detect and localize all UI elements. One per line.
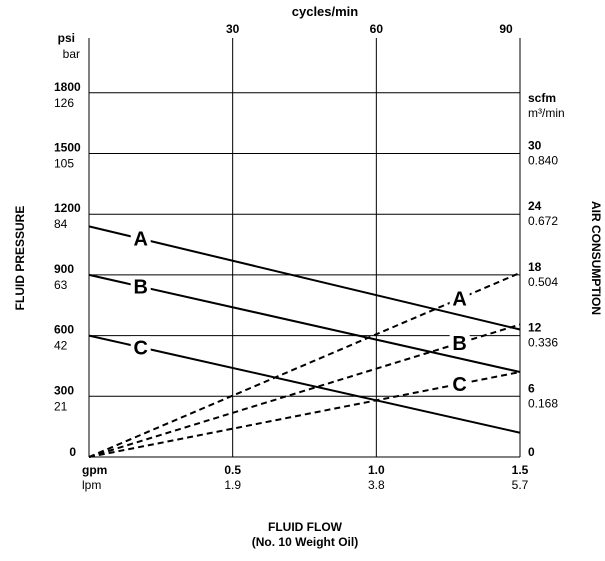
pressure-line-b [88,273,521,373]
left-tick-label: 1500 [54,141,81,155]
left-tick-sublabel: 84 [54,217,68,231]
bottom-tick-sublabel: 5.7 [512,478,529,492]
right-tick-sublabel: 0.504 [528,275,558,289]
bottom-tick-label: 1.0 [368,463,385,477]
pressure-line-a [88,225,521,331]
pressure-line-label-c: C [133,337,147,359]
right-tick-label: 30 [528,139,542,153]
top-tick-label: 90 [499,22,513,36]
pressure-line-label-b: B [133,277,147,299]
label-bg [130,227,151,250]
plot-grid [88,38,521,458]
label-bg [449,287,470,310]
left-axis-title: FLUID PRESSURE [13,206,27,311]
right-unit-primary: scfm [528,91,556,105]
air-line-c [88,371,521,458]
label-bg [130,275,151,298]
label-bg [449,372,470,395]
air-line-label-b: B [452,333,466,355]
air-line-b [88,323,521,458]
top-tick-label: 60 [370,22,384,36]
left-tick-sublabel: 63 [54,278,68,292]
left-tick-label: 600 [54,323,74,337]
right-tick-label: 0 [528,445,535,459]
left-tick-label: 900 [54,262,74,276]
right-tick-label: 24 [528,199,542,213]
pressure-line-c [88,334,521,434]
top-tick-label: 30 [226,22,240,36]
right-tick-sublabel: 0.168 [528,396,558,410]
left-tick-label: 1200 [54,201,81,215]
label-bg [130,336,151,359]
left-tick-sublabel: 21 [54,399,68,413]
air-line-a [88,271,521,458]
bottom-unit-secondary: lpm [82,478,101,492]
right-axis-title: AIR CONSUMPTION [589,201,603,315]
bottom-tick-label: 0.5 [224,463,241,477]
x-axis-subtitle: (No. 10 Weight Oil) [252,535,358,549]
left-tick-label: 0 [69,445,76,459]
axis-labels: 030021600429006312008415001051800126060.… [54,22,558,492]
bottom-unit-primary: gpm [82,463,107,477]
bottom-tick-label: 1.5 [512,463,529,477]
label-bg [449,332,470,355]
left-tick-label: 300 [54,383,74,397]
air-line-label-a: A [452,289,466,311]
right-tick-label: 18 [528,260,542,274]
right-tick-sublabel: 0.336 [528,336,558,350]
left-tick-sublabel: 126 [54,96,74,110]
right-unit-secondary: m³/min [528,106,565,120]
bottom-tick-sublabel: 1.9 [224,478,241,492]
left-tick-sublabel: 105 [54,157,74,171]
right-tick-label: 12 [528,321,542,335]
left-tick-label: 1800 [54,80,81,94]
series-lines [88,225,521,458]
right-tick-sublabel: 0.672 [528,214,558,228]
air-line-label-c: C [452,374,466,396]
bottom-tick-sublabel: 3.8 [368,478,385,492]
right-tick-label: 6 [528,381,535,395]
right-tick-sublabel: 0.840 [528,154,558,168]
x-axis-title: FLUID FLOW [268,520,343,534]
left-tick-sublabel: 42 [54,339,68,353]
left-unit-primary: psi [58,31,75,45]
top-axis-title: cycles/min [292,4,359,19]
left-unit-secondary: bar [63,47,80,61]
pressure-line-label-a: A [133,229,147,251]
